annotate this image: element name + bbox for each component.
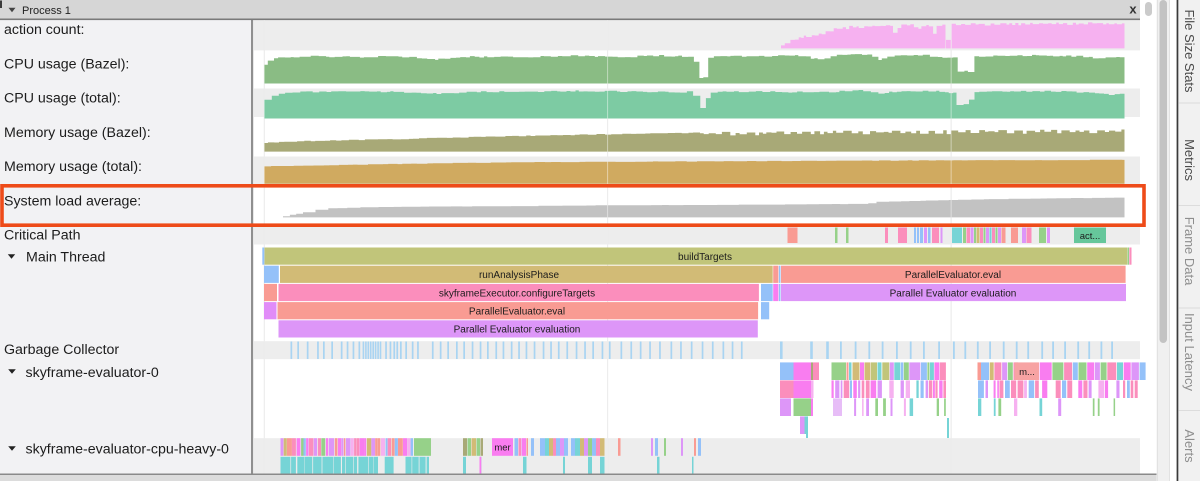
svg-text:CPU usage (total):: CPU usage (total): (4, 91, 121, 107)
svg-text:Frame Data: Frame Data (1182, 217, 1197, 286)
svg-text:m...: m... (1019, 367, 1035, 378)
svg-text:Critical Path: Critical Path (4, 228, 80, 244)
svg-text:skyframe-evaluator-0: skyframe-evaluator-0 (26, 365, 159, 381)
svg-text:ParallelEvaluator.eval: ParallelEvaluator.eval (905, 270, 1001, 281)
svg-text:x: x (1129, 2, 1137, 17)
svg-text:CPU usage (Bazel):: CPU usage (Bazel): (4, 56, 129, 72)
svg-text:mer: mer (494, 443, 510, 454)
svg-text:Alerts: Alerts (1182, 429, 1197, 463)
svg-text:skyframeExecutor.configureTarg: skyframeExecutor.configureTargets (439, 288, 595, 299)
svg-text:Parallel Evaluator evaluation: Parallel Evaluator evaluation (454, 325, 581, 336)
svg-text:act...: act... (1080, 231, 1101, 242)
svg-text:Parallel Evaluator evaluation: Parallel Evaluator evaluation (890, 288, 1017, 299)
svg-text:Memory usage (Bazel):: Memory usage (Bazel): (4, 125, 151, 141)
svg-text:buildTargets: buildTargets (678, 252, 732, 263)
svg-text:Metrics: Metrics (1182, 139, 1197, 181)
svg-text:action count:: action count: (4, 22, 84, 38)
svg-text:skyframe-evaluator-cpu-heavy-0: skyframe-evaluator-cpu-heavy-0 (26, 442, 230, 458)
svg-text:File Size Stats: File Size Stats (1182, 9, 1197, 93)
svg-text:Main Thread: Main Thread (26, 250, 105, 266)
svg-text:Input Latency: Input Latency (1182, 313, 1197, 392)
svg-text:Garbage Collector: Garbage Collector (4, 342, 119, 358)
svg-text:Memory usage (total):: Memory usage (total): (4, 159, 142, 175)
svg-text:System load average:: System load average: (4, 194, 141, 210)
svg-text:ParallelEvaluator.eval: ParallelEvaluator.eval (469, 307, 565, 318)
svg-text:runAnalysisPhase: runAnalysisPhase (479, 270, 559, 281)
svg-text:Process 1: Process 1 (22, 5, 71, 17)
